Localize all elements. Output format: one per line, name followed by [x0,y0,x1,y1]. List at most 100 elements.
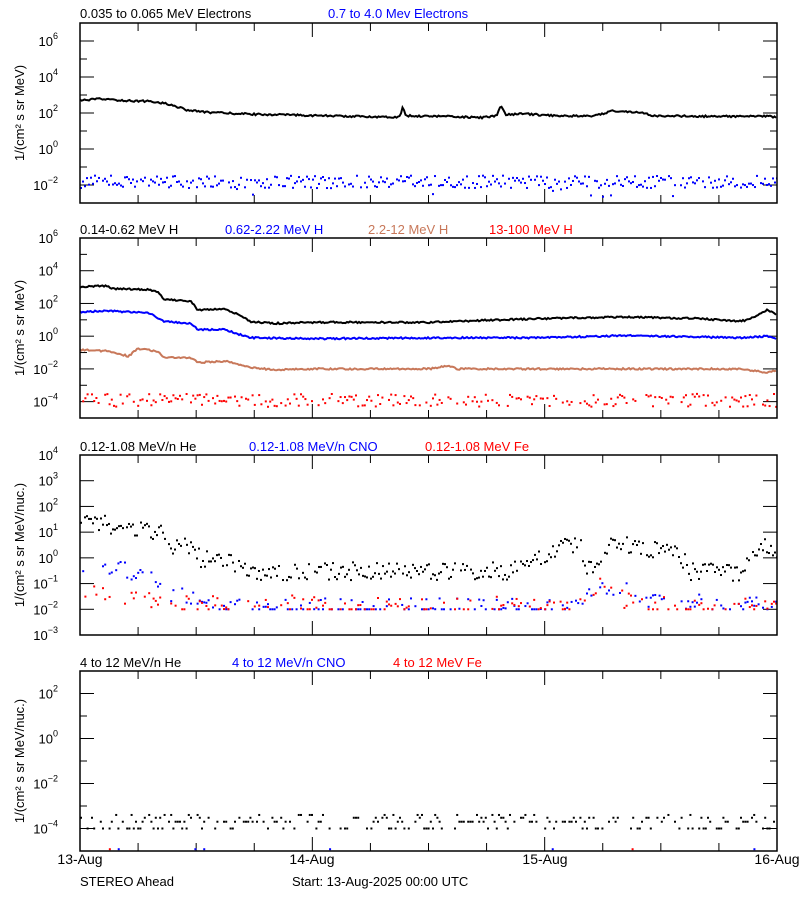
data-point [160,524,162,527]
data-point [370,827,373,830]
data-point [300,813,302,816]
data-point [204,185,206,188]
series-0-035-to-0-065-mev-electrons [80,97,777,120]
data-point [381,816,384,819]
data-point [253,605,256,608]
data-point [190,816,192,819]
data-point [322,398,324,401]
data-point [377,820,379,823]
data-point [542,179,544,182]
data-point [97,401,100,404]
data-point [534,178,536,181]
data-point [730,566,732,569]
data-point [520,816,522,819]
data-point [482,820,485,823]
data-point [297,813,300,816]
data-point [660,598,663,601]
data-point [245,820,247,823]
data-point [161,399,164,402]
data-point [553,394,555,397]
data-point [212,595,214,598]
data-point [402,180,404,183]
data-point [704,186,706,189]
data-point [458,820,461,823]
data-point [295,397,298,400]
data-point [654,601,657,604]
data-point [751,600,753,603]
data-point [242,820,245,823]
data-point [584,175,586,178]
data-point [561,608,564,611]
data-point [449,397,452,400]
data-point [122,527,124,530]
data-point [270,183,272,186]
data-point [685,394,687,397]
data-point [500,565,502,568]
data-point [495,595,498,598]
data-point [223,820,225,823]
data-point [757,603,760,606]
y-tick-label: 10−4 [33,392,58,410]
data-point [252,566,254,569]
data-point [460,569,462,572]
data-point [377,394,379,397]
data-point [614,820,617,823]
data-point [622,184,624,187]
data-point [418,816,421,819]
data-point [676,608,679,611]
data-point [183,820,186,823]
data-point [490,576,492,579]
data-point [718,827,720,830]
data-point [751,398,753,401]
data-point [528,396,531,399]
data-point [594,592,597,595]
data-point [254,179,256,182]
data-point [270,576,272,579]
data-point [768,183,770,186]
data-point [704,563,706,566]
data-point [494,180,496,183]
data-point [124,602,126,605]
data-point [440,571,442,574]
y-tick-label: 10−2 [33,599,58,617]
data-point [170,600,173,603]
data-point [159,393,162,396]
data-point [427,608,430,611]
data-point [760,182,762,185]
data-point [126,526,128,529]
data-point [480,186,482,189]
data-point [340,566,342,569]
data-point [502,816,505,819]
y-tick-label: 100 [39,548,58,566]
data-point [466,564,468,567]
data-point [700,570,702,573]
data-point [696,570,698,573]
data-point [330,392,333,395]
data-point [408,176,410,179]
data-point [119,393,122,396]
data-point [190,602,192,605]
data-point [346,399,349,402]
data-point [480,569,482,572]
data-point [280,402,283,405]
data-point [534,553,536,556]
data-point [414,185,416,188]
data-point [724,820,727,823]
data-point [731,396,734,399]
data-point [616,396,619,399]
data-point [614,539,616,542]
data-point [492,561,494,564]
data-point [256,181,258,184]
data-point [384,572,386,575]
data-point [773,820,775,823]
data-point [686,563,688,566]
data-point [746,820,749,823]
data-point [560,188,562,191]
data-point [84,185,86,188]
data-point [245,397,247,400]
data-point [324,402,327,405]
data-point [204,565,206,568]
data-point [388,598,390,601]
data-point [592,816,595,819]
data-point [496,567,498,570]
